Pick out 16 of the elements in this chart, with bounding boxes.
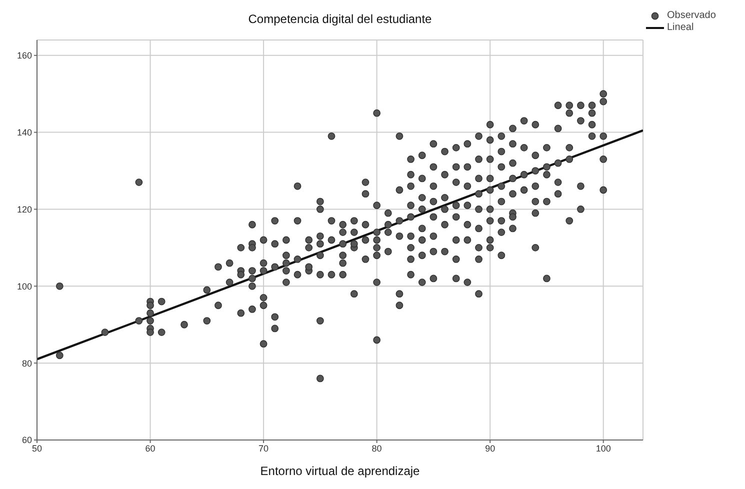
x-tick-label: 50 — [32, 443, 42, 454]
y-tick-label: 160 — [16, 50, 32, 61]
y-tick-label: 140 — [16, 128, 32, 138]
x-tick-label: 100 — [596, 443, 611, 454]
legend-label: Lineal — [667, 22, 694, 34]
y-tick-label: 60 — [22, 435, 32, 446]
y-tick-label: 120 — [16, 204, 32, 214]
chart-title: Competencia digital del estudiante — [247, 12, 433, 26]
y-tick-label: 80 — [22, 358, 32, 368]
legend-label: Observado — [667, 10, 716, 22]
y-tick-label: 100 — [16, 281, 32, 292]
x-tick-label: 80 — [372, 443, 382, 454]
x-tick-label: 90 — [485, 443, 496, 454]
x-tick-label: 70 — [258, 443, 269, 454]
x-tick-label: 60 — [145, 443, 156, 454]
x-axis-title: Entorno virtual de aprendizaje — [259, 464, 421, 478]
